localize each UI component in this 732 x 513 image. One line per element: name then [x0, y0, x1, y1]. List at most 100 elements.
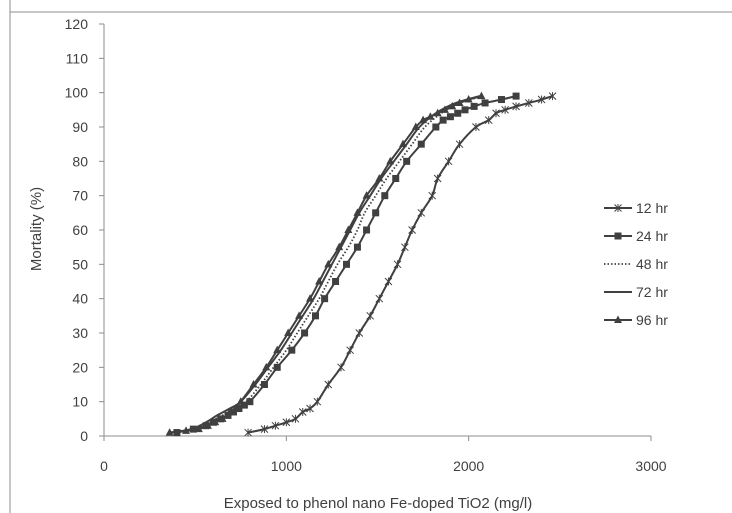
data-point-96-hr [231, 404, 240, 412]
data-point-96-hr [399, 139, 408, 148]
legend-marker-12-hr [614, 204, 622, 212]
x-axis-title: Exposed to phenol nano Fe-doped TiO2 (mg… [224, 495, 533, 512]
legend-label-24-hr: 24 hr [636, 228, 668, 244]
y-axis-title: Mortality (%) [28, 187, 45, 271]
data-point-24-hr [343, 260, 351, 268]
data-point-12-hr [346, 346, 355, 355]
data-point-96-hr [419, 115, 428, 124]
data-point-12-hr [408, 226, 416, 234]
y-tick-label: 90 [72, 119, 88, 135]
data-point-12-hr [271, 421, 280, 430]
data-point-12-hr [512, 102, 520, 111]
data-point-12-hr [444, 157, 453, 166]
data-point-12-hr [492, 109, 500, 118]
data-point-24-hr [392, 175, 400, 182]
data-point-24-hr [229, 408, 237, 416]
data-point-96-hr [386, 156, 395, 165]
y-tick-label: 30 [72, 325, 88, 341]
data-point-12-hr [393, 260, 402, 269]
x-tick-label: 1000 [271, 458, 302, 474]
data-point-12-hr [455, 140, 464, 149]
data-point-96-hr [165, 428, 174, 436]
data-point-24-hr [332, 278, 340, 285]
data-point-12-hr [472, 123, 480, 131]
data-point-24-hr [312, 312, 320, 320]
data-point-24-hr [454, 109, 462, 117]
data-point-12-hr [484, 116, 493, 125]
legend-label-12-hr: 12 hr [636, 200, 668, 216]
data-point-24-hr [432, 123, 440, 131]
data-point-24-hr [439, 116, 447, 124]
legend: 12 hr 24 hr 48 hr 72 hr 96 hr [604, 200, 668, 328]
data-point-96-hr [411, 122, 420, 130]
data-point-96-hr [211, 417, 220, 426]
data-point-96-hr [182, 426, 191, 434]
data-point-12-hr [324, 380, 333, 389]
data-point-96-hr [236, 397, 245, 405]
data-point-24-hr [446, 113, 454, 121]
y-tick-label: 50 [72, 256, 88, 272]
data-point-96-hr [249, 380, 258, 388]
data-point-12-hr [298, 407, 307, 416]
data-point-24-hr [235, 405, 243, 413]
data-point-96-hr [194, 424, 203, 433]
legend-label-72-hr: 72 hr [636, 284, 668, 300]
data-point-96-hr [335, 242, 344, 251]
data-point-24-hr [381, 192, 389, 200]
data-point-96-hr [426, 112, 435, 120]
data-point-24-hr [497, 96, 505, 104]
data-point-24-hr [321, 295, 329, 303]
x-axis-ticks: 0 1000 2000 3000 [100, 436, 667, 474]
data-point-12-hr [501, 105, 509, 114]
data-point-12-hr [428, 191, 437, 200]
data-point-24-hr [288, 346, 296, 354]
data-point-96-hr [262, 362, 271, 371]
data-point-12-hr [260, 425, 269, 434]
data-point-12-hr [337, 363, 345, 372]
data-point-24-hr [246, 398, 254, 406]
data-point-24-hr [363, 226, 371, 234]
data-point-24-hr [403, 157, 411, 165]
y-tick-label: 120 [65, 16, 89, 32]
data-point-24-hr [260, 381, 268, 388]
data-point-12-hr [417, 208, 426, 217]
data-point-12-hr [384, 277, 393, 286]
x-tick-label: 0 [100, 458, 108, 474]
data-point-96-hr [273, 345, 282, 354]
data-point-96-hr [218, 414, 227, 422]
data-point-96-hr [284, 328, 293, 336]
y-tick-label: 70 [72, 188, 88, 204]
series-layer [165, 91, 557, 437]
data-point-12-hr [313, 397, 322, 406]
legend-marker-96-hr [614, 315, 622, 323]
legend-label-48-hr: 48 hr [636, 256, 668, 272]
data-point-24-hr [224, 411, 232, 419]
data-point-12-hr [282, 418, 291, 427]
data-point-12-hr [375, 294, 384, 303]
data-point-12-hr [355, 329, 364, 337]
series-96-hr [165, 91, 486, 436]
y-tick-label: 40 [72, 291, 88, 307]
data-point-96-hr [433, 108, 442, 117]
data-point-96-hr [375, 174, 384, 182]
y-tick-label: 60 [72, 222, 88, 238]
data-point-96-hr [203, 421, 212, 429]
data-point-96-hr [324, 259, 333, 268]
data-point-96-hr [440, 105, 449, 113]
data-point-12-hr [366, 311, 375, 320]
data-point-12-hr [400, 243, 409, 252]
data-point-96-hr [315, 277, 324, 285]
y-tick-label: 110 [66, 50, 89, 66]
data-point-24-hr [353, 243, 361, 251]
data-point-12-hr [433, 174, 442, 183]
data-point-96-hr [362, 191, 371, 199]
data-point-12-hr [244, 428, 252, 437]
data-point-24-hr [481, 99, 489, 107]
data-point-24-hr [512, 92, 520, 100]
data-point-24-hr [372, 209, 380, 217]
legend-marker-24-hr [614, 232, 622, 240]
series-12-hr [244, 92, 557, 437]
data-point-96-hr [295, 311, 304, 319]
